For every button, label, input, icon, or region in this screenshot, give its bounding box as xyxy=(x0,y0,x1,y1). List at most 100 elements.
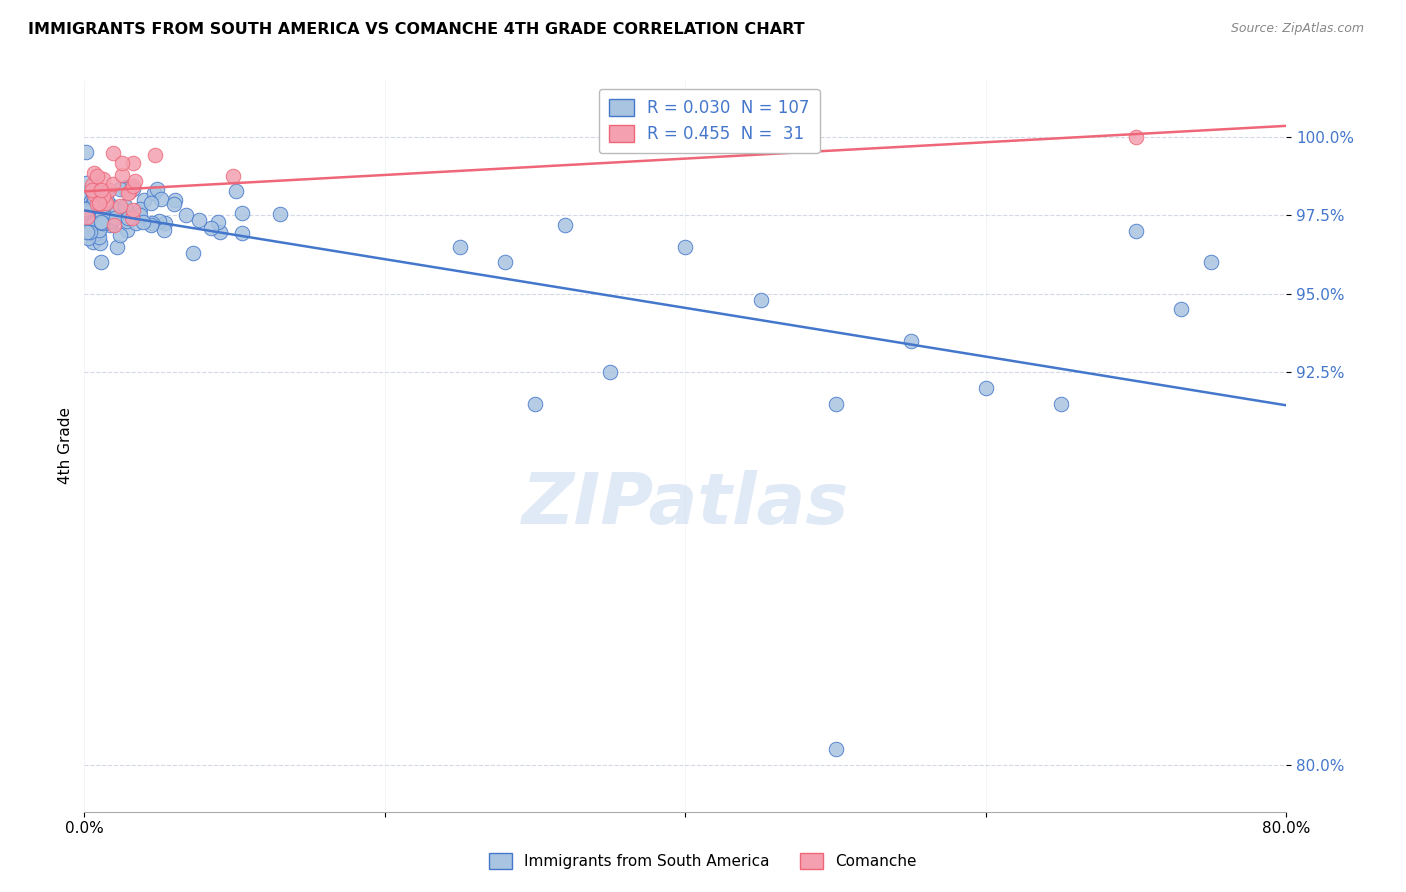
Point xyxy=(82,235,104,249)
Point xyxy=(75,145,97,160)
Point xyxy=(103,218,125,232)
Point xyxy=(132,215,155,229)
Point xyxy=(188,213,211,227)
Point xyxy=(93,198,115,212)
Point xyxy=(80,194,103,209)
Point xyxy=(1170,302,1192,317)
Point xyxy=(89,197,111,211)
Point xyxy=(163,196,186,211)
Point xyxy=(108,182,131,196)
Point xyxy=(1050,396,1073,410)
Point xyxy=(83,191,105,205)
Point xyxy=(76,231,98,245)
Point xyxy=(83,187,105,202)
Point xyxy=(900,334,922,348)
Point xyxy=(128,208,150,222)
Point xyxy=(122,182,145,196)
Point xyxy=(149,192,172,206)
Point xyxy=(93,189,115,203)
Point xyxy=(181,246,204,260)
Point xyxy=(89,223,111,237)
Point xyxy=(1125,224,1147,238)
Point xyxy=(76,225,98,239)
Legend: R = 0.030  N = 107, R = 0.455  N =  31: R = 0.030 N = 107, R = 0.455 N = 31 xyxy=(599,88,820,153)
Point xyxy=(82,188,104,202)
Point xyxy=(269,207,291,221)
Point xyxy=(207,215,229,229)
Point xyxy=(114,202,136,217)
Point xyxy=(77,219,100,233)
Text: Source: ZipAtlas.com: Source: ZipAtlas.com xyxy=(1230,22,1364,36)
Point xyxy=(231,206,253,220)
Point xyxy=(90,215,112,229)
Point xyxy=(87,226,110,240)
Point xyxy=(91,216,114,230)
Point xyxy=(1201,255,1223,269)
Point xyxy=(494,255,516,269)
Point xyxy=(148,213,170,227)
Point xyxy=(79,200,101,214)
Point xyxy=(209,225,232,239)
Point xyxy=(90,209,112,223)
Point xyxy=(163,194,186,208)
Point xyxy=(80,210,103,224)
Point xyxy=(90,191,112,205)
Point xyxy=(101,145,124,160)
Point xyxy=(118,186,141,200)
Point xyxy=(98,219,121,233)
Legend: Immigrants from South America, Comanche: Immigrants from South America, Comanche xyxy=(484,847,922,875)
Point xyxy=(87,195,110,210)
Point xyxy=(100,213,122,227)
Point xyxy=(115,223,138,237)
Point xyxy=(222,169,245,183)
Point xyxy=(91,172,114,186)
Point xyxy=(90,183,112,197)
Point xyxy=(76,190,98,204)
Point xyxy=(83,166,105,180)
Point xyxy=(142,186,165,201)
Point xyxy=(98,183,121,197)
Point xyxy=(824,396,846,410)
Point xyxy=(80,183,103,197)
Point xyxy=(108,199,131,213)
Point xyxy=(122,178,145,193)
Point xyxy=(114,180,136,194)
Point xyxy=(139,218,162,232)
Point xyxy=(101,199,124,213)
Point xyxy=(94,195,117,210)
Point xyxy=(599,365,621,379)
Text: ZIPatlas: ZIPatlas xyxy=(522,470,849,539)
Point xyxy=(89,212,111,227)
Point xyxy=(93,194,115,208)
Point xyxy=(94,194,117,208)
Point xyxy=(75,202,97,216)
Point xyxy=(749,293,772,307)
Point xyxy=(111,155,134,169)
Point xyxy=(524,396,547,410)
Point xyxy=(91,208,114,222)
Point xyxy=(824,742,846,756)
Point xyxy=(89,236,111,251)
Point xyxy=(107,208,129,222)
Point xyxy=(146,182,169,196)
Point xyxy=(80,178,103,192)
Point xyxy=(83,216,105,230)
Point xyxy=(86,169,108,184)
Point xyxy=(145,148,167,162)
Point xyxy=(124,174,146,188)
Point xyxy=(114,182,136,196)
Point xyxy=(107,240,129,254)
Point xyxy=(108,228,131,243)
Point xyxy=(125,216,148,230)
Point xyxy=(76,205,98,219)
Point xyxy=(105,202,128,217)
Point xyxy=(80,182,103,196)
Point xyxy=(675,240,697,254)
Point xyxy=(86,196,108,211)
Point xyxy=(1125,129,1147,144)
Point xyxy=(80,227,103,242)
Point xyxy=(83,227,105,241)
Point xyxy=(121,211,143,225)
Point xyxy=(79,226,101,240)
Point xyxy=(76,211,98,225)
